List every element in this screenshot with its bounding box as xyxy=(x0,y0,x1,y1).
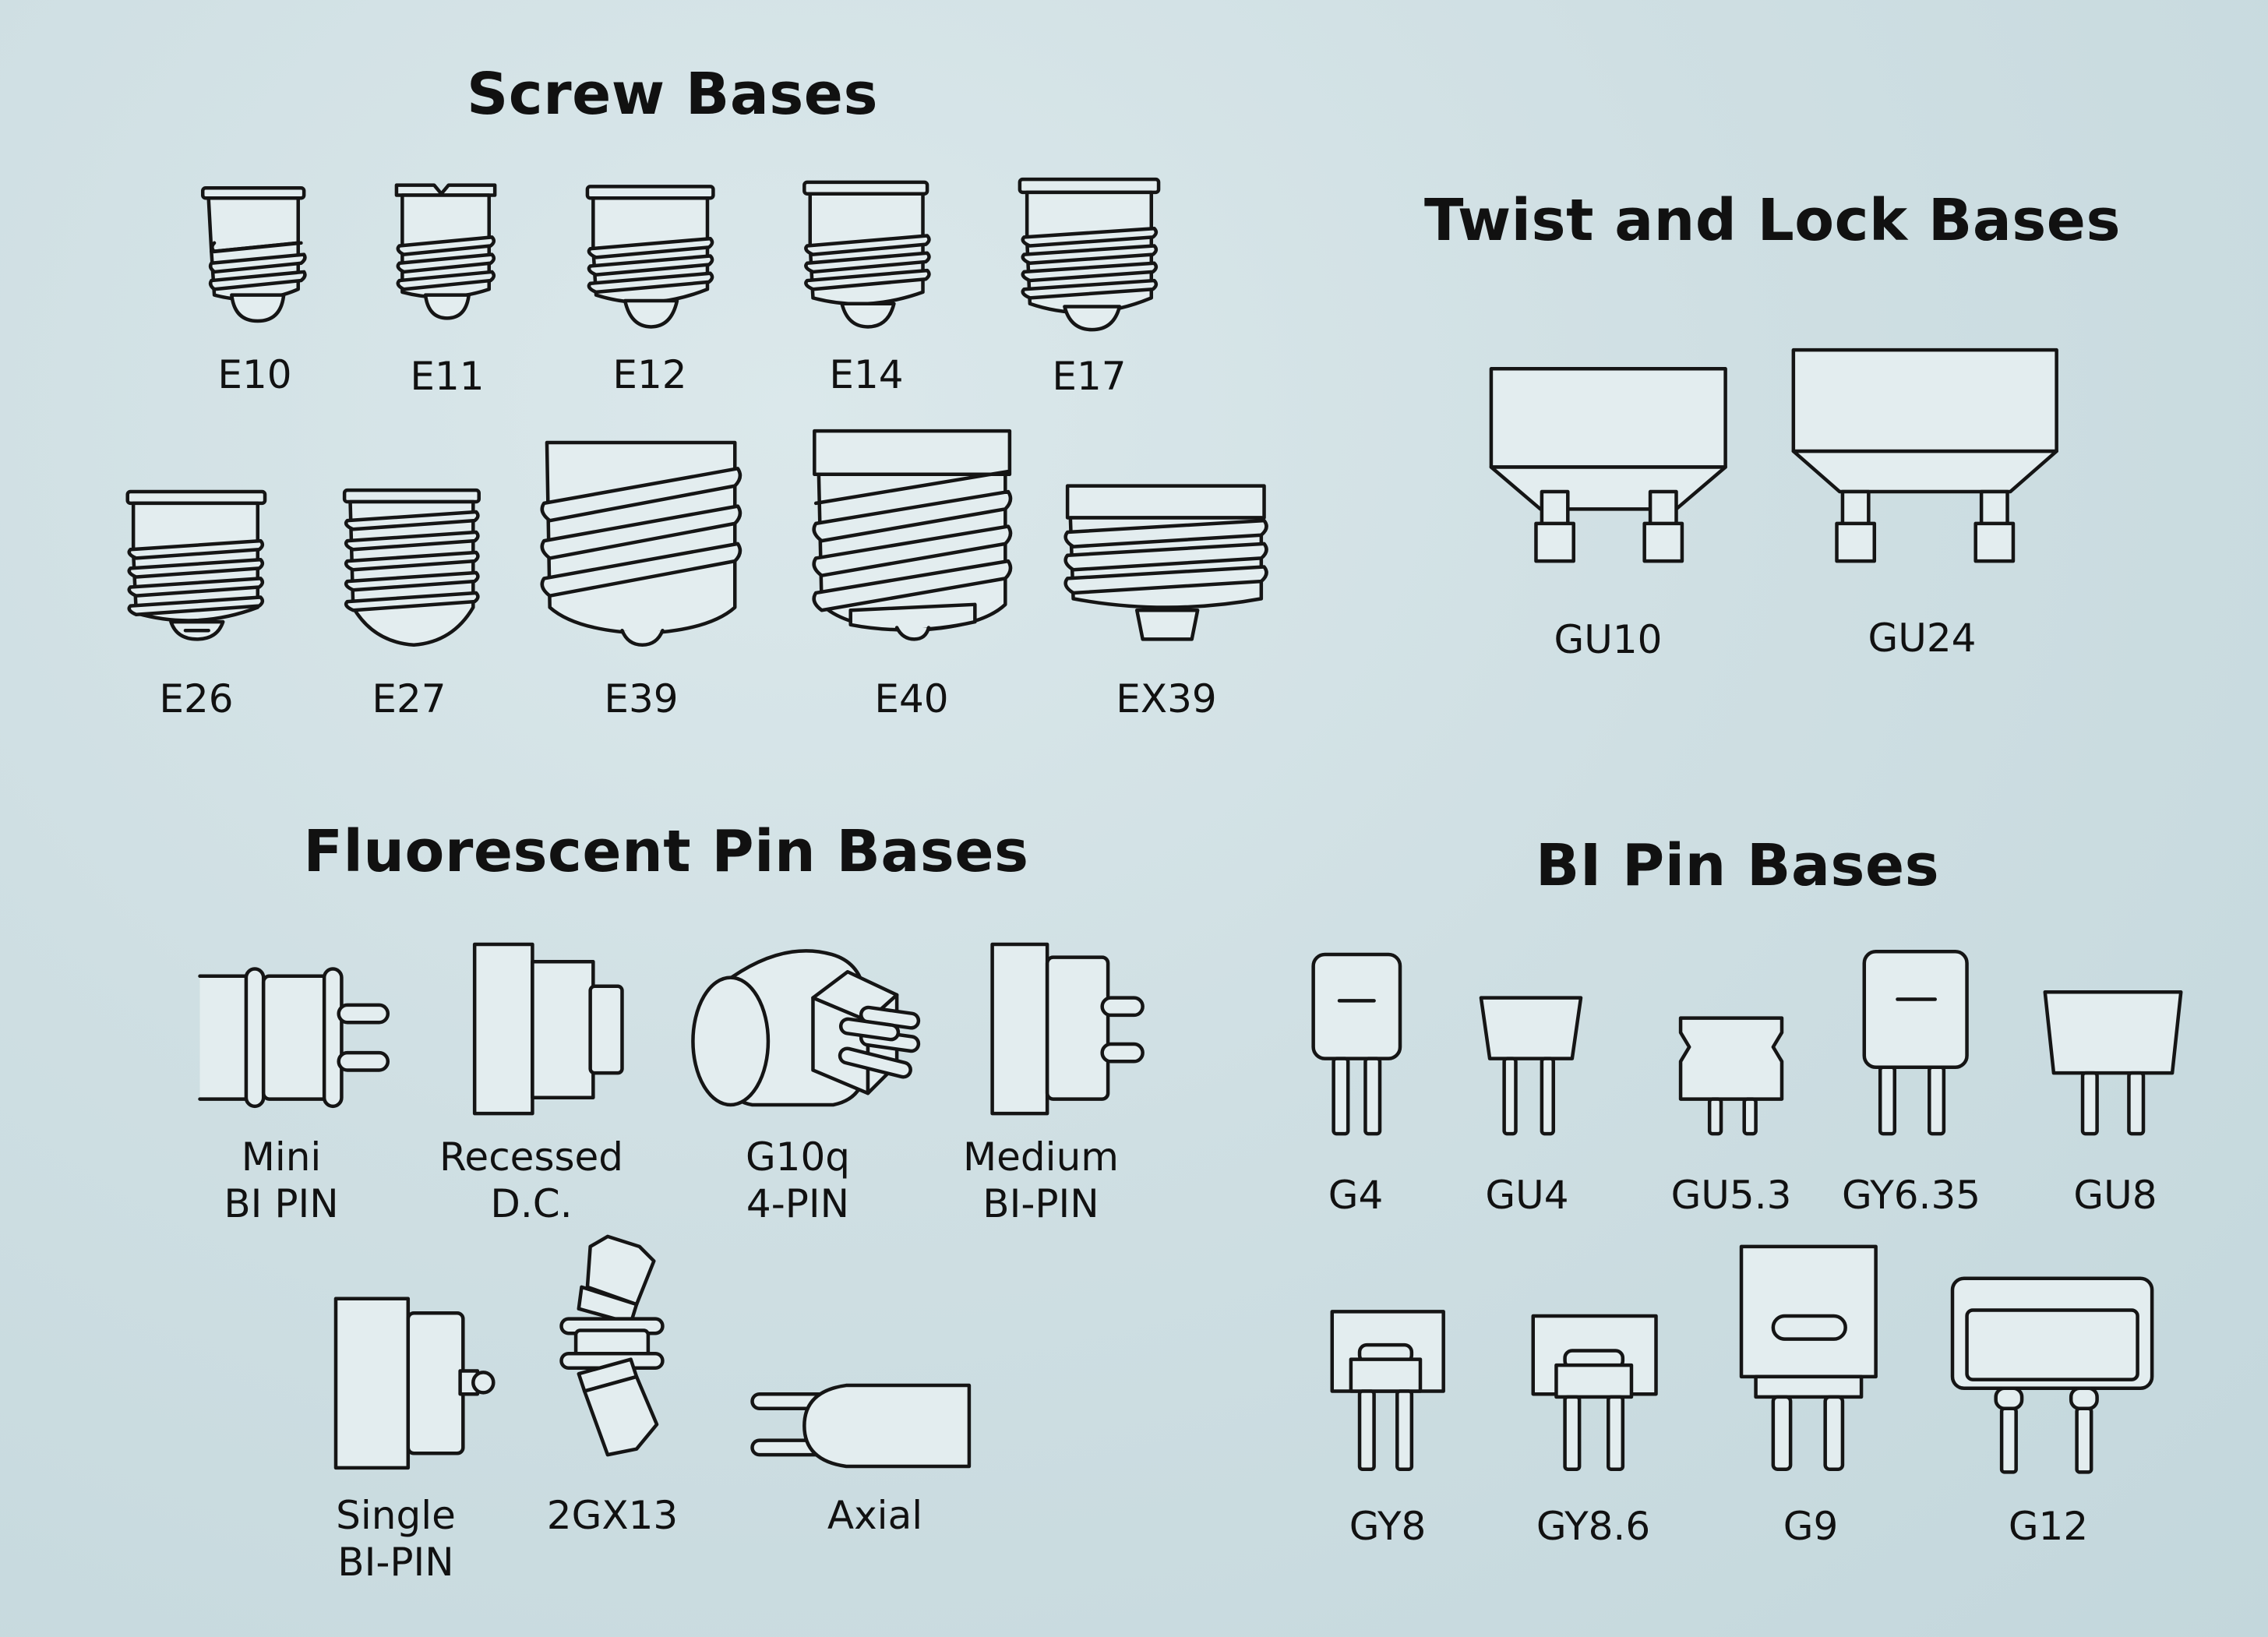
label-gu4: GU4 xyxy=(1485,1173,1569,1218)
gy6-35-drawing xyxy=(1864,951,1967,1134)
gu24-base-drawing xyxy=(1794,350,2057,561)
gu8-drawing xyxy=(2045,992,2181,1134)
medium-bi-pin-drawing xyxy=(993,944,1143,1113)
label-recessed-dc: Recessed D.C. xyxy=(439,1134,624,1226)
label-mini-bi-pin: Mini BI PIN xyxy=(224,1134,339,1226)
label-medium-bi-pin: Medium BI-PIN xyxy=(963,1134,1119,1226)
g10q-4pin-drawing xyxy=(693,951,919,1105)
label-gy8-6: GY8.6 xyxy=(1536,1504,1651,1549)
e11-base-drawing xyxy=(397,185,495,319)
label-e11: E11 xyxy=(410,354,485,399)
label-g9: G9 xyxy=(1783,1504,1839,1549)
g4-drawing xyxy=(1314,954,1400,1134)
e27-base-drawing xyxy=(344,490,479,645)
label-ex39: EX39 xyxy=(1116,676,1217,721)
label-gu10: GU10 xyxy=(1554,617,1663,662)
label-e39: E39 xyxy=(604,676,679,721)
e26-base-drawing xyxy=(128,492,265,639)
gy8-drawing xyxy=(1332,1311,1444,1469)
g9-drawing xyxy=(1741,1247,1876,1469)
label-gu5-3: GU5.3 xyxy=(1670,1173,1792,1218)
2gx13-drawing xyxy=(562,1237,663,1455)
mini-bi-pin-drawing xyxy=(200,969,388,1106)
label-gy8: GY8 xyxy=(1349,1504,1427,1549)
label-g10q-4pin: G10q 4-PIN xyxy=(745,1134,851,1226)
twist-lock-bases-heading: Twist and Lock Bases xyxy=(1423,187,2122,254)
screw-bases-heading: Screw Bases xyxy=(466,61,879,128)
fluorescent-pin-bases-heading: Fluorescent Pin Bases xyxy=(303,818,1029,885)
label-e27: E27 xyxy=(372,676,446,721)
label-g12: G12 xyxy=(2008,1504,2089,1549)
ex39-base-drawing xyxy=(1066,486,1267,640)
axial-drawing xyxy=(753,1385,969,1466)
e14-base-drawing xyxy=(804,182,929,327)
label-gu8: GU8 xyxy=(2073,1173,2157,1218)
label-2gx13: 2GX13 xyxy=(546,1493,679,1538)
e17-base-drawing xyxy=(1020,179,1159,330)
g12-drawing xyxy=(1952,1279,2152,1473)
e39-base-drawing xyxy=(542,443,740,645)
bi-pin-bases-heading: BI Pin Bases xyxy=(1535,832,1940,899)
e12-base-drawing xyxy=(587,186,713,326)
label-e26: E26 xyxy=(159,676,234,721)
label-e12: E12 xyxy=(612,352,687,397)
label-e10: E10 xyxy=(217,352,292,397)
e10-base-drawing xyxy=(203,188,305,321)
gy8-6-drawing xyxy=(1533,1316,1656,1469)
recessed-dc-drawing xyxy=(474,944,622,1113)
label-gu24: GU24 xyxy=(1868,616,1977,661)
e40-base-drawing xyxy=(814,431,1011,639)
gu4-drawing xyxy=(1481,998,1581,1134)
label-e17: E17 xyxy=(1052,354,1127,399)
label-axial: Axial xyxy=(827,1493,923,1538)
gu5-3-drawing xyxy=(1681,1018,1782,1134)
label-g4: G4 xyxy=(1328,1173,1384,1218)
single-bi-pin-drawing xyxy=(336,1299,493,1468)
label-e40: E40 xyxy=(874,676,949,721)
label-gy6-35: GY6.35 xyxy=(1841,1173,1981,1218)
label-single-bi-pin: Single BI-PIN xyxy=(336,1493,456,1585)
gu10-base-drawing xyxy=(1491,369,1726,561)
label-e14: E14 xyxy=(829,352,904,397)
